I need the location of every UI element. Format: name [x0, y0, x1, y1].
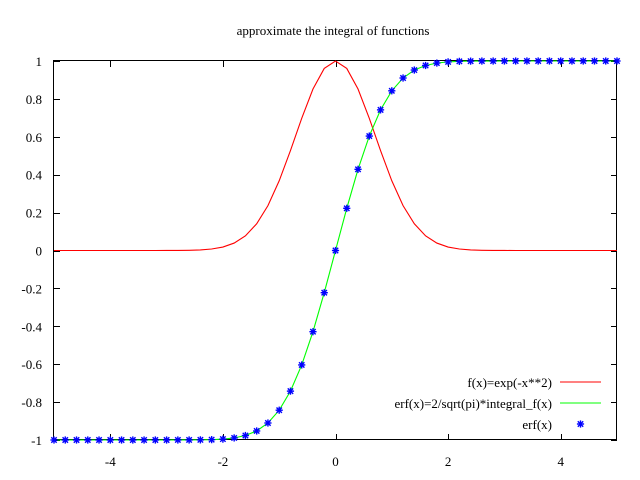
series-1-line [54, 60, 617, 252]
series-3-point [433, 59, 441, 67]
y-axis-tick-labels: -1 -0.8 -0.6 -0.4 -0.2 0 0.2 0.4 0.6 0.8 1 [21, 54, 42, 448]
series-3-point [298, 361, 306, 369]
y-tick-label: 0.8 [26, 92, 42, 107]
series-3-point [196, 436, 204, 444]
series-3-point [579, 57, 587, 65]
series-3-point [117, 436, 126, 444]
y-tick-label: 1 [36, 54, 43, 69]
series-3-point [286, 387, 295, 395]
series-3-point [50, 436, 58, 444]
y-tick-label: 0.6 [26, 130, 43, 145]
y-tick-label: -0.8 [21, 395, 42, 410]
legend-label: erf(x) [522, 417, 552, 432]
chart-title: approximate the integral of functions [237, 23, 430, 38]
y-tick-label: -1 [31, 433, 42, 448]
series-3-point [185, 436, 193, 444]
x-tick-label: 2 [445, 454, 452, 469]
series-3-point [61, 436, 69, 444]
series-3-point [106, 436, 114, 444]
series-3-point [489, 57, 497, 65]
series-3-point [478, 57, 486, 65]
series-3-point [309, 328, 317, 336]
series-3-point [151, 436, 159, 444]
series-3-point [129, 436, 137, 444]
series-3-point [557, 57, 565, 65]
series-3-point [455, 57, 463, 65]
axis-ticks [54, 61, 617, 441]
series-3-point [219, 435, 227, 443]
series-3-point [320, 289, 328, 297]
series-3-point [388, 87, 396, 95]
series-3-point [174, 436, 182, 444]
x-tick-label: -4 [105, 454, 116, 469]
series-3-point [354, 165, 362, 173]
series-3-point [500, 57, 508, 65]
series-3-point [241, 431, 250, 440]
series-3-point [512, 57, 520, 65]
series-3-point [399, 74, 407, 82]
x-tick-label: 0 [332, 454, 339, 469]
series-3-point [208, 436, 216, 444]
series-3-point [590, 57, 599, 65]
series-3-point [84, 436, 92, 444]
series-3-point [545, 57, 554, 65]
y-tick-label: -0.4 [21, 319, 42, 334]
legend: f(x)=exp(-x**2) erf(x)=2/sqrt(pi)*integra… [395, 375, 601, 432]
series-3-point [163, 436, 171, 444]
series-3-point [523, 57, 531, 65]
x-tick-label: -2 [217, 454, 228, 469]
series-3-point [376, 106, 385, 114]
legend-swatch [576, 420, 585, 428]
series-3-point [365, 132, 373, 140]
y-tick-label: 0.2 [26, 206, 42, 221]
y-tick-label: -0.6 [21, 357, 42, 372]
series-3-point [343, 204, 351, 212]
series-3-point [467, 57, 475, 65]
series-3-point [230, 434, 238, 442]
series-3-point [72, 436, 81, 444]
legend-label: f(x)=exp(-x**2) [467, 375, 552, 390]
series-3-point [331, 246, 340, 255]
series-3-point [140, 436, 148, 444]
x-axis-tick-labels: -4 -2 0 2 4 [105, 454, 565, 469]
legend-label: erf(x)=2/sqrt(pi)*integral_f(x) [395, 396, 553, 411]
series-3-point [613, 57, 621, 65]
series-3-point [444, 58, 452, 66]
series-3-point [253, 427, 261, 435]
series-3-point [602, 57, 610, 65]
series-3-point [534, 57, 542, 65]
series-3-point [264, 419, 272, 427]
series-3-point [275, 406, 283, 414]
series-layer [50, 57, 621, 444]
y-tick-label: -0.2 [21, 281, 42, 296]
y-tick-label: 0 [36, 244, 43, 259]
x-tick-label: 4 [557, 454, 564, 469]
series-3-point [95, 436, 103, 444]
y-tick-label: 0.4 [26, 168, 43, 183]
series-3-point [568, 57, 576, 65]
series-3-point [421, 61, 430, 70]
series-3-point [410, 66, 418, 74]
